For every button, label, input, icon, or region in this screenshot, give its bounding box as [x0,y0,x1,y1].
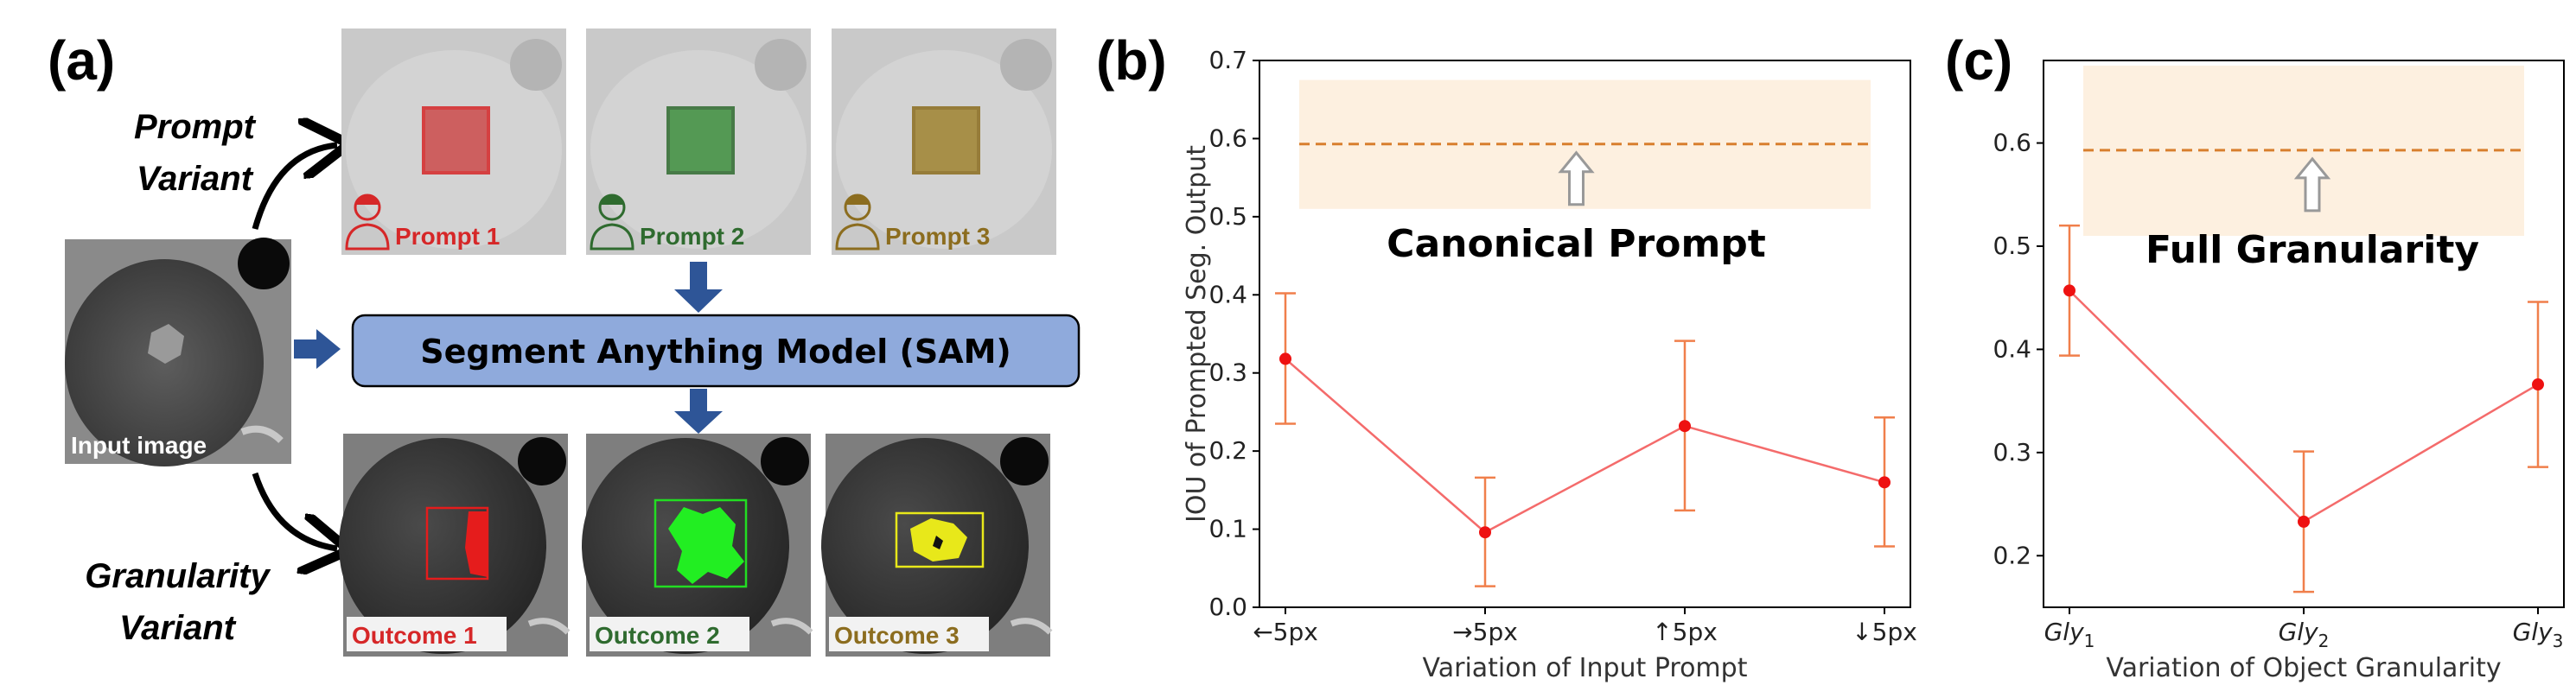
prompt-tile-1: Prompt 1 [341,29,566,255]
y-tick-label: 0.6 [1993,129,2031,157]
y-tick-label: 0.6 [1208,124,1247,152]
reference-label: Full Granularity [2146,228,2479,272]
y-tick-label: 0.5 [1208,202,1247,231]
data-point [1279,352,1291,365]
data-point [1479,526,1491,539]
prompt-box-3 [912,106,980,174]
x-tick-label: ↑5px [1652,618,1718,646]
prompt-label-1: Prompt 1 [395,223,500,250]
prompt-box-1 [422,106,490,174]
panel-letter: (b) [1096,29,1167,92]
y-tick-label: 0.2 [1208,436,1247,465]
prompt-variant-line2: Variant [137,160,254,198]
x-tick-label: Gly2 [2279,618,2330,651]
up-arrow-icon [1558,150,1595,206]
outcome-tile-3: Outcome 3 [821,434,1053,657]
doctor-icon [590,194,634,251]
x-tick-label: →5px [1452,618,1518,646]
prompt-tile-2: Prompt 2 [586,29,811,255]
data-point [2298,515,2310,528]
series-line [1285,358,1885,534]
data-point [1878,476,1891,489]
outcome-tile-1: Outcome 1 [339,434,571,657]
chart-b: (b) Canonical Prompt 0.0 0.1 0.2 0.3 0.4 0.5 0.6… [1096,29,1917,683]
data-point [2532,378,2544,391]
data-point [1679,420,1691,433]
y-tick-label: 0.4 [1993,334,2031,363]
sam-model-box: Segment Anything Model (SAM) [351,314,1081,388]
y-tick-label: 0.3 [1993,438,2031,466]
outcome-tile-2: Outcome 2 [582,434,813,657]
x-tick-label: Gly3 [2513,618,2564,651]
segmentation-mask-2 [668,507,744,584]
x-tick-label: Gly1 [2044,618,2095,651]
prompt-label-3: Prompt 3 [885,223,990,250]
arrow-to-sam-top [674,262,723,313]
curved-arrow-down [252,472,337,549]
chart-c: (c) Full Granularity 0.2 0.3 0.4 0.5 0.6 Gly1 Gl… [1945,29,2565,683]
x-axis-label: Variation of Input Prompt [1423,653,1748,683]
y-tick-label: 0.5 [1993,232,2031,260]
reference-label: Canonical Prompt [1387,222,1766,266]
x-tick-label: ↓5px [1852,618,1917,646]
segmentation-mask-1 [465,511,488,577]
y-tick-label: 0.7 [1208,46,1247,74]
y-tick-label: 0.3 [1208,359,1247,387]
arrow-from-sam [674,389,723,434]
granularity-variant-line2: Variant [119,609,237,647]
outcome-label-1: Outcome 1 [352,622,477,649]
prompt-label-2: Prompt 2 [640,223,744,250]
granularity-variant-line1: Granularity [85,557,271,595]
doctor-icon [345,194,390,251]
y-tick-label: 0.1 [1208,515,1247,543]
plot-frame [1259,60,1911,608]
doctor-icon [835,194,880,251]
curved-arrow-up [252,145,337,230]
y-tick-label: 0.4 [1208,280,1247,308]
input-image: Input image [65,238,291,466]
y-tick-label: 0.2 [1993,541,2031,569]
arrow-input-to-sam [294,329,341,369]
y-tick-label: 0.0 [1208,593,1247,621]
up-arrow-icon [2293,156,2331,213]
prompt-box-2 [666,106,735,174]
prompt-variant-line1: Prompt [134,108,257,146]
sam-model-label: Segment Anything Model (SAM) [420,333,1011,371]
x-tick-label: ←5px [1253,618,1318,646]
panel-a-letter: (a) [48,29,115,92]
panel-a: (a) Prompt Variant Granularity Variant I… [48,29,1081,657]
outcome-label-3: Outcome 3 [834,622,960,649]
outcome-tiles: Outcome 1 Outcome 2 Outcome 3 [339,434,1053,657]
outcome-label-2: Outcome 2 [595,622,720,649]
y-axis-label: IOU of Prompted Seg. Output [1182,145,1212,523]
prompt-tiles: Prompt 1 Prompt 2 Prompt 3 [341,29,1056,255]
input-image-label: Input image [71,432,207,459]
prompt-tile-3: Prompt 3 [832,29,1056,255]
panel-letter: (c) [1945,29,2012,92]
data-point [2063,284,2075,297]
x-axis-label: Variation of Object Granularity [2106,653,2501,683]
